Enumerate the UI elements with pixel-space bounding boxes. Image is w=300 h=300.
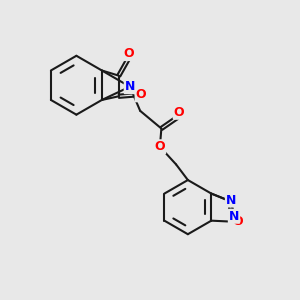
Text: O: O: [154, 140, 165, 153]
Text: O: O: [136, 88, 146, 101]
Text: O: O: [174, 106, 184, 119]
Text: N: N: [125, 80, 135, 93]
Text: N: N: [226, 194, 236, 207]
Text: O: O: [124, 47, 134, 60]
Text: O: O: [232, 215, 243, 228]
Text: N: N: [229, 210, 239, 223]
